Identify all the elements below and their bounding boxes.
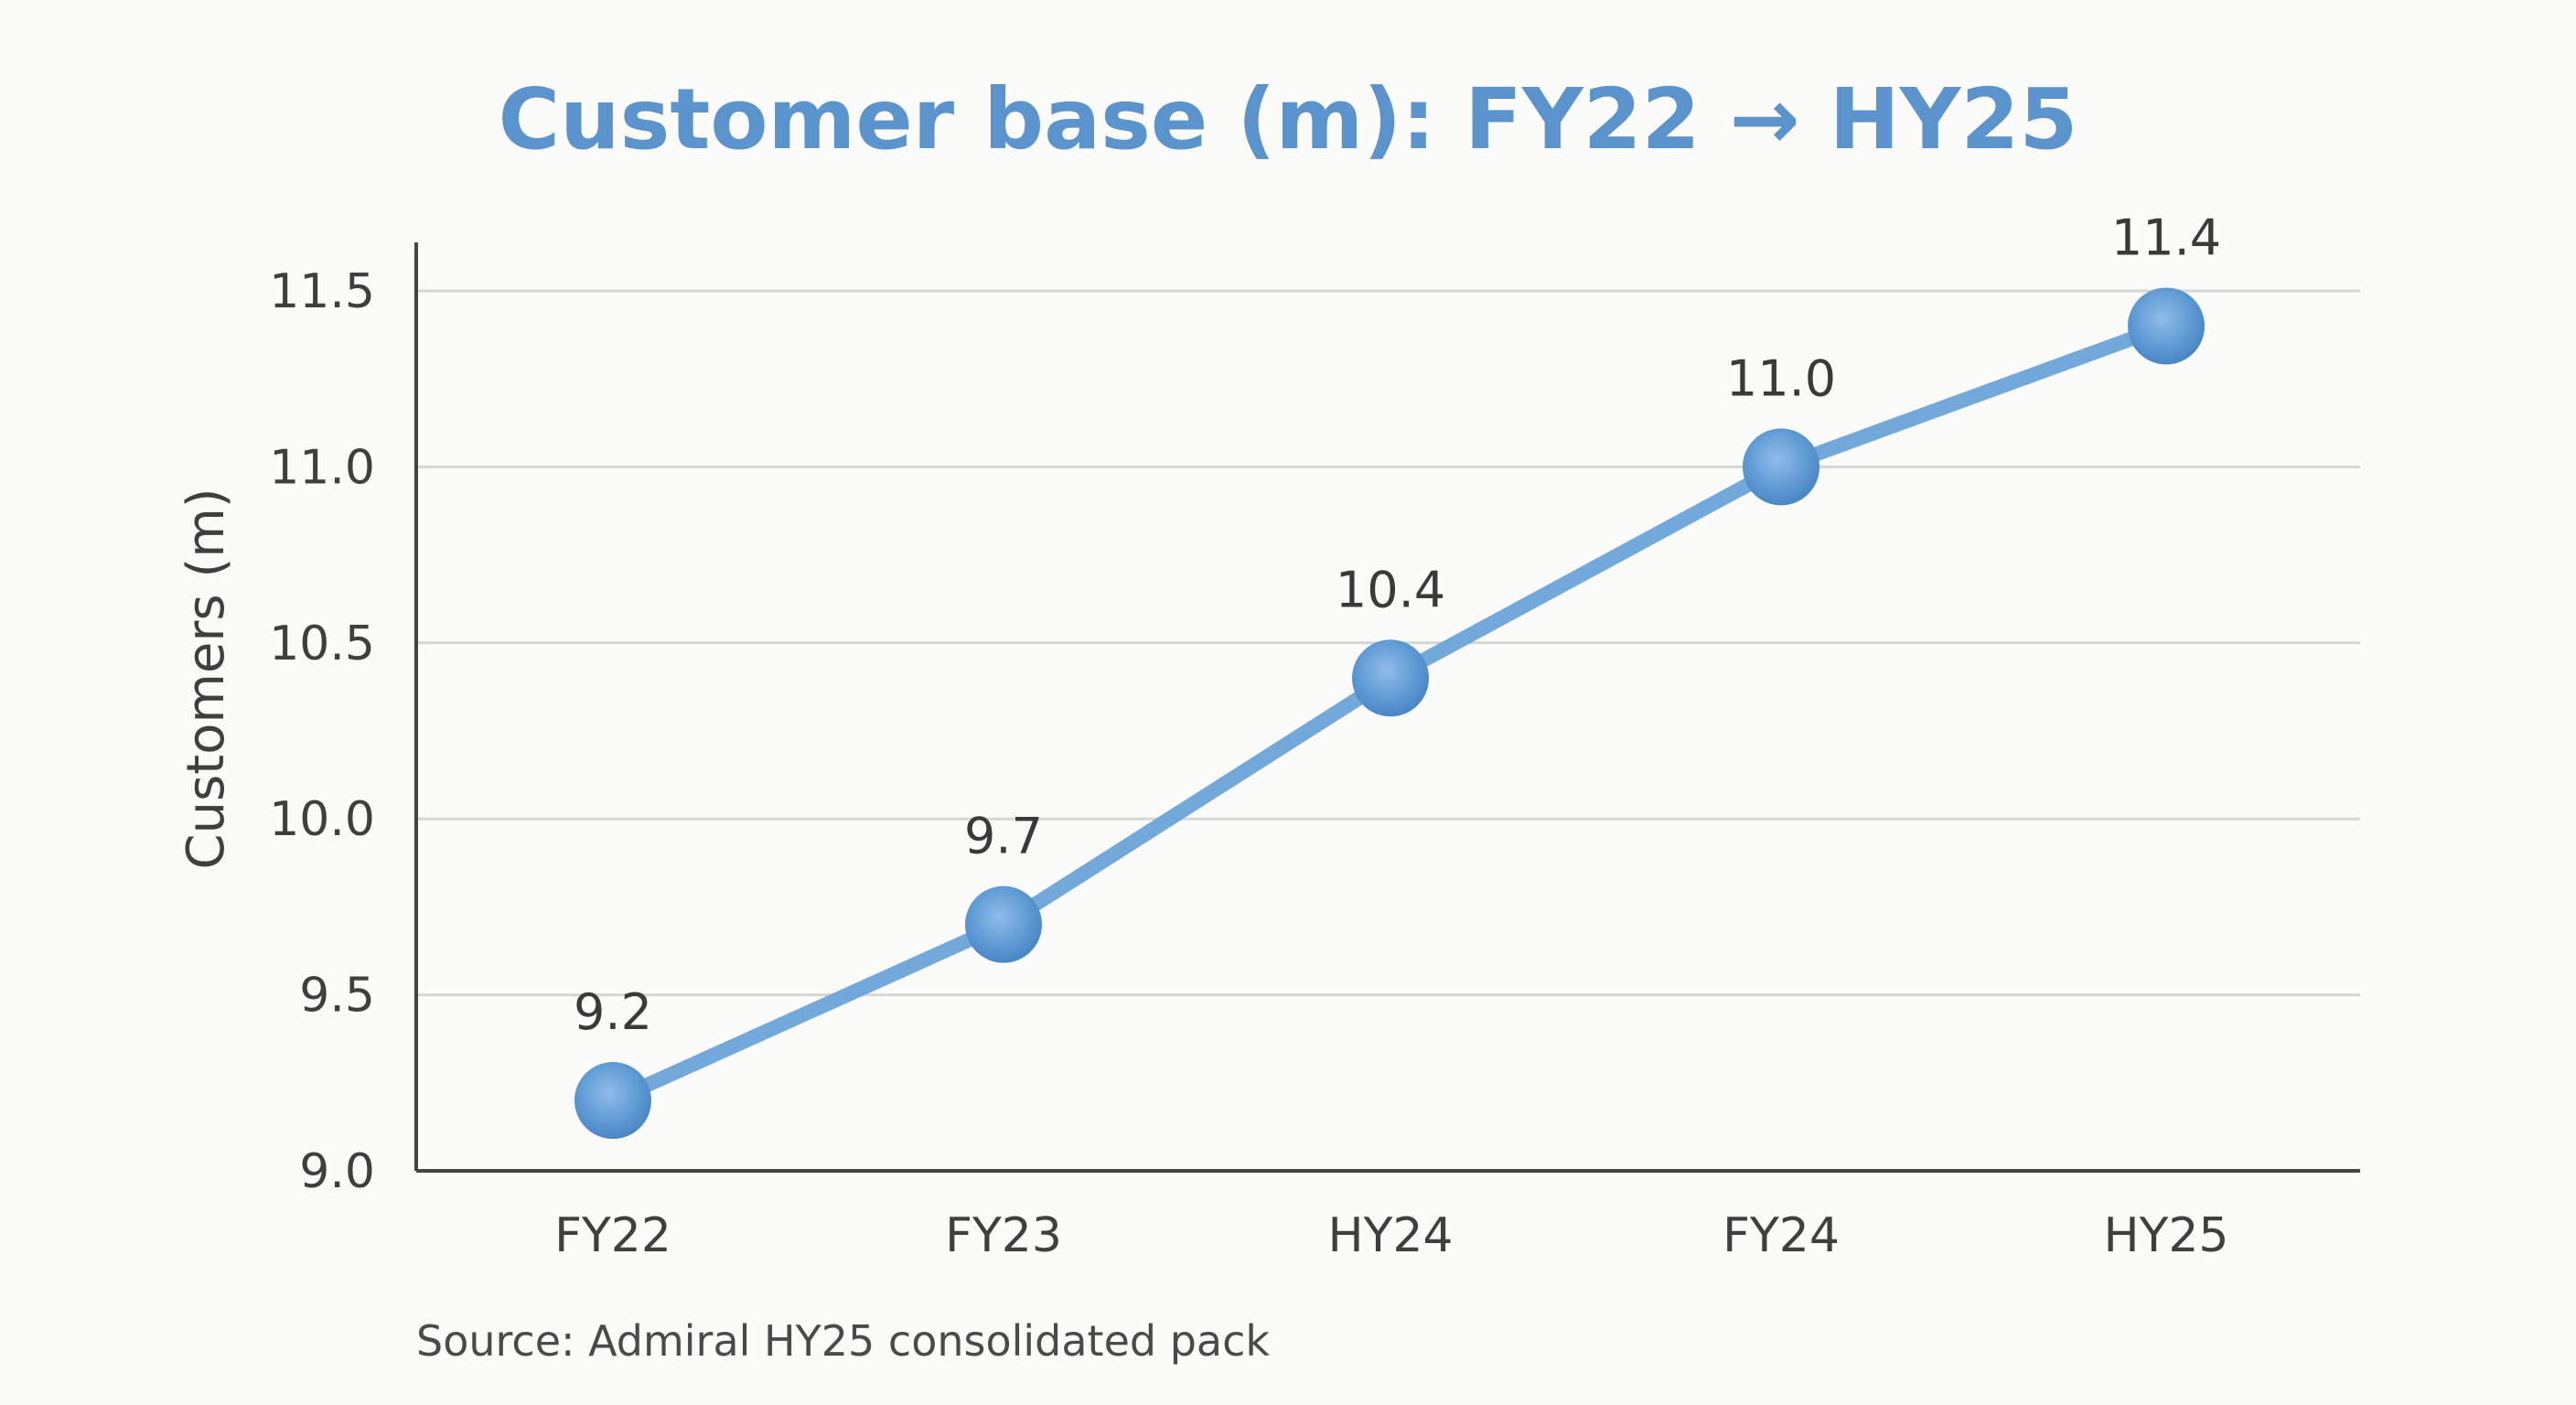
data-label: 10.4 [1336, 561, 1445, 618]
y-tick-label: 9.0 [299, 1144, 375, 1199]
x-tick-label: FY24 [1723, 1208, 1840, 1263]
series-line [574, 287, 2205, 1140]
source-note: Source: Admiral HY25 consolidated pack [416, 1316, 1270, 1366]
y-tick-label: 10.5 [269, 617, 375, 671]
x-tick-label: HY24 [1327, 1208, 1453, 1263]
data-label: 9.7 [964, 808, 1043, 865]
data-label: 11.0 [1726, 349, 1836, 407]
axes [414, 242, 2360, 1173]
y-tick-labels: 9.0 9.5 10.0 10.5 11.0 11.5 [269, 264, 375, 1199]
y-tick-label: 9.5 [299, 969, 375, 1024]
data-label: 9.2 [574, 983, 652, 1041]
y-axis-title: Customers (m) [177, 488, 236, 869]
chart-title: Customer base (m): FY22 → HY25 [499, 70, 2078, 168]
y-tick-label: 10.0 [269, 792, 375, 847]
data-labels: 9.2 9.7 10.4 11.0 11.4 [574, 209, 2221, 1041]
x-tick-label: FY22 [554, 1208, 671, 1263]
data-label: 11.4 [2111, 209, 2221, 266]
data-point-marker [965, 885, 1042, 963]
data-point-marker [574, 1062, 651, 1140]
data-point-marker [1352, 639, 1429, 717]
y-tick-label: 11.0 [269, 440, 375, 495]
x-tick-label: HY25 [2103, 1208, 2228, 1263]
x-tick-label: FY23 [945, 1208, 1062, 1263]
data-point-marker [2128, 287, 2205, 365]
y-tick-label: 11.5 [269, 264, 375, 319]
data-point-marker [1743, 428, 1819, 506]
x-tick-labels: FY22 FY23 HY24 FY24 HY25 [554, 1208, 2228, 1263]
